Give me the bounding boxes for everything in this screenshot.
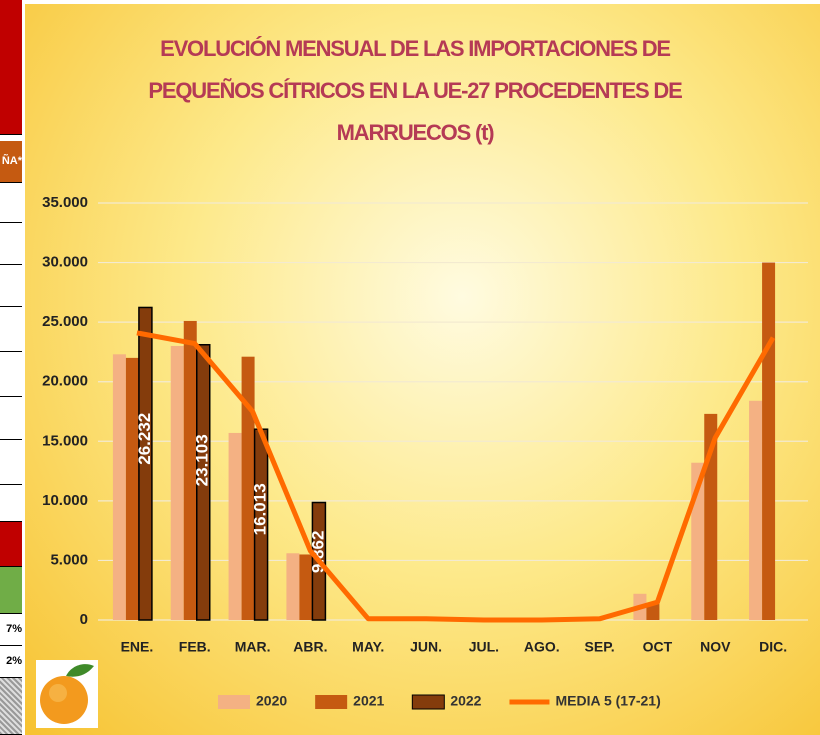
bar [112,354,126,620]
y-tick-label: 20.000 [42,373,88,390]
bar [646,603,660,620]
data-label: 16.013 [251,483,270,535]
y-tick-label: 15.000 [42,432,88,449]
cell [0,352,22,397]
y-tick-label: 35.000 [42,194,88,211]
data-label: 26.232 [135,413,154,465]
cell [0,397,22,440]
x-tick-label: SEP. [585,639,615,655]
y-tick-label: 30.000 [42,254,88,271]
line [136,330,776,623]
side-row: 2% [0,646,22,678]
bar [749,400,763,620]
x-tick-label: ABR. [293,639,327,655]
chart-panel [25,4,820,735]
legend-item: 2021 [315,693,385,709]
bar [125,357,139,620]
x-tick-label: MAR. [235,639,271,655]
x-tick-label: AGO. [524,639,560,655]
x-tick-label: JUL. [469,639,499,655]
cell [0,223,22,265]
bar [299,554,313,620]
side-row: 7% [0,614,22,646]
x-tick-label: NOV [700,639,731,655]
legend-label: 2021 [353,693,384,709]
legend-swatch [315,695,348,709]
cell [0,307,22,352]
x-tick-label: ENE. [121,639,154,655]
bar [228,432,242,620]
legend-label: 2020 [256,693,287,709]
bar [762,262,776,620]
side-table: ÑA* 7% 2% [0,0,22,735]
bar [170,345,184,620]
bar [183,320,197,620]
x-tick-label: DIC. [759,639,787,655]
cell [0,485,22,522]
legend-item: MEDIA 5 (17-21) [509,693,661,709]
bar [286,553,300,620]
legend-item: 2020 [218,693,287,709]
cell [0,567,22,614]
y-tick-label: 5.000 [50,551,88,568]
cell [0,522,22,567]
cell [0,440,22,485]
y-tick-label: 0 [80,611,88,628]
bar [241,356,255,620]
x-tick-label: JUN. [410,639,442,655]
bar [196,343,211,621]
cell [0,265,22,307]
legend-label: MEDIA 5 (17-21) [555,693,660,709]
legend-label: 2022 [450,693,481,709]
legend-item: 2022 [411,693,482,710]
x-tick-label: FEB. [179,639,211,655]
bar [138,306,153,621]
y-tick-label: 10.000 [42,492,88,509]
data-label: 23.103 [193,434,212,486]
cell [0,0,22,135]
orange-icon [36,660,98,728]
side-header: ÑA* [0,141,22,183]
legend-swatch [411,694,445,710]
y-tick-label: 25.000 [42,313,88,330]
x-tick-label: OCT [643,639,673,655]
cell [0,183,22,223]
chart-title: EVOLUCIÓN MENSUAL DE LAS IMPORTACIONES D… [148,36,682,145]
legend-swatch [218,695,250,709]
x-tick-label: MAY. [352,639,384,655]
